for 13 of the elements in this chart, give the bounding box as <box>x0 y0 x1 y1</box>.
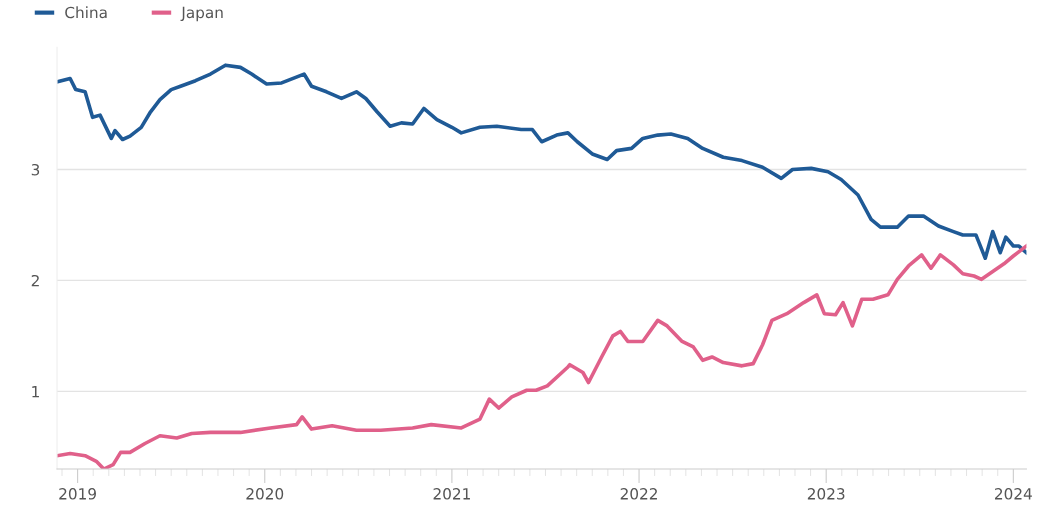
y-tick-label: 3 <box>31 163 40 176</box>
y-tick-label: 2 <box>31 274 39 287</box>
line-series <box>57 244 1027 470</box>
x-tick-label: 2023 <box>807 488 845 500</box>
x-tick-label: 2022 <box>620 488 657 500</box>
legend-label: Japan <box>180 6 223 22</box>
x-tick-label: 2021 <box>433 488 470 500</box>
x-tick-label: 2024 <box>995 488 1032 500</box>
x-tick-label: 2020 <box>246 488 284 500</box>
y-tick-label: 1 <box>32 386 39 398</box>
x-tick-label: 2019 <box>59 488 96 500</box>
line-series <box>57 63 1027 261</box>
legend-label: China <box>65 6 107 19</box>
